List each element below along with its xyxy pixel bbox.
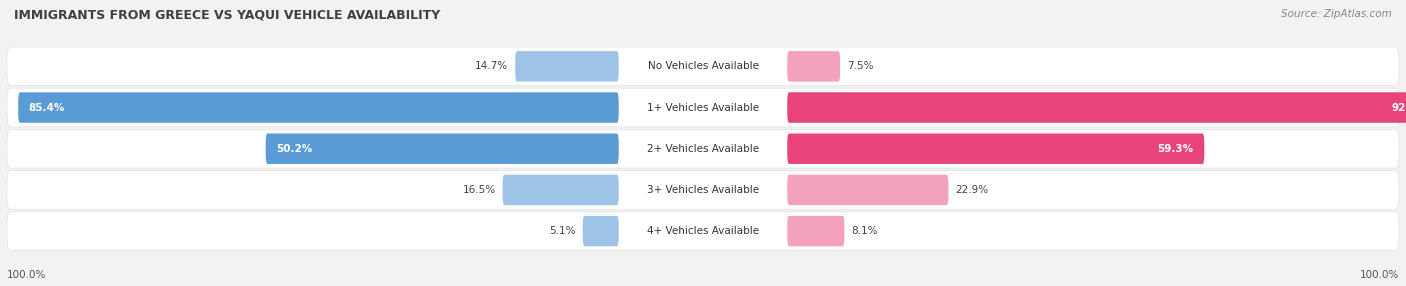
Text: 7.5%: 7.5% (846, 61, 873, 71)
FancyBboxPatch shape (502, 175, 619, 205)
Text: 85.4%: 85.4% (28, 103, 65, 112)
Text: 5.1%: 5.1% (550, 226, 576, 236)
Text: 3+ Vehicles Available: 3+ Vehicles Available (647, 185, 759, 195)
FancyBboxPatch shape (7, 47, 1399, 86)
Text: 92.6%: 92.6% (1392, 103, 1406, 112)
FancyBboxPatch shape (7, 129, 1399, 168)
FancyBboxPatch shape (787, 134, 1205, 164)
Text: 14.7%: 14.7% (475, 61, 509, 71)
FancyBboxPatch shape (266, 134, 619, 164)
Text: 2+ Vehicles Available: 2+ Vehicles Available (647, 144, 759, 154)
Text: IMMIGRANTS FROM GREECE VS YAQUI VEHICLE AVAILABILITY: IMMIGRANTS FROM GREECE VS YAQUI VEHICLE … (14, 9, 440, 21)
Text: Source: ZipAtlas.com: Source: ZipAtlas.com (1281, 9, 1392, 19)
Text: 59.3%: 59.3% (1157, 144, 1194, 154)
Text: 50.2%: 50.2% (276, 144, 312, 154)
FancyBboxPatch shape (7, 170, 1399, 209)
FancyBboxPatch shape (7, 212, 1399, 251)
FancyBboxPatch shape (787, 51, 841, 82)
FancyBboxPatch shape (582, 216, 619, 246)
FancyBboxPatch shape (515, 51, 619, 82)
Text: 16.5%: 16.5% (463, 185, 496, 195)
Text: 8.1%: 8.1% (852, 226, 877, 236)
FancyBboxPatch shape (787, 216, 845, 246)
Text: 100.0%: 100.0% (7, 270, 46, 280)
Text: No Vehicles Available: No Vehicles Available (648, 61, 758, 71)
FancyBboxPatch shape (787, 175, 949, 205)
Text: 1+ Vehicles Available: 1+ Vehicles Available (647, 103, 759, 112)
Text: 22.9%: 22.9% (956, 185, 988, 195)
FancyBboxPatch shape (18, 92, 619, 123)
FancyBboxPatch shape (787, 92, 1406, 123)
Text: 100.0%: 100.0% (1360, 270, 1399, 280)
Text: 4+ Vehicles Available: 4+ Vehicles Available (647, 226, 759, 236)
FancyBboxPatch shape (7, 88, 1399, 127)
